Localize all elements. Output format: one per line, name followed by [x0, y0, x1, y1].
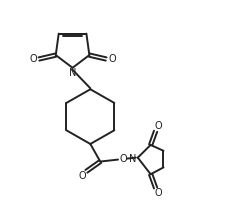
Text: O: O: [155, 121, 162, 131]
Text: O: O: [119, 154, 127, 164]
Text: O: O: [155, 188, 162, 198]
Text: O: O: [29, 54, 37, 64]
Text: N: N: [69, 68, 76, 78]
Text: O: O: [79, 171, 86, 181]
Text: O: O: [108, 54, 116, 64]
Text: N: N: [129, 154, 137, 164]
